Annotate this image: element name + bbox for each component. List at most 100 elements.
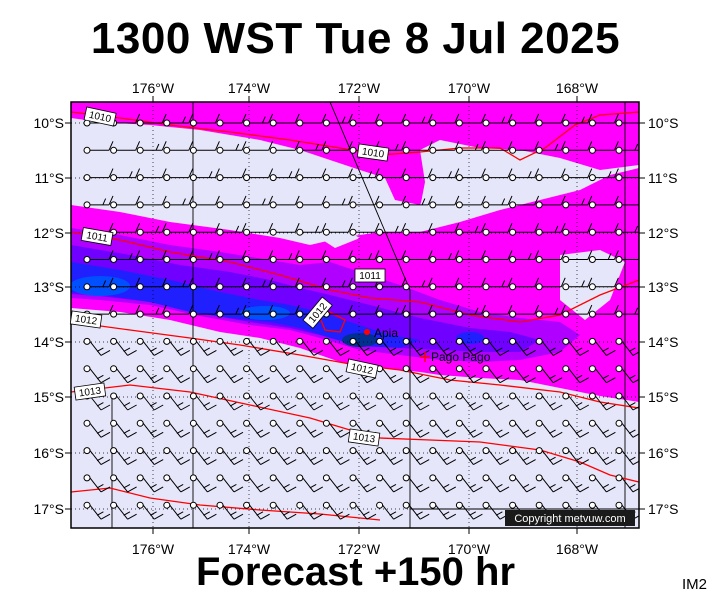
wind-barb (376, 250, 407, 263)
wind-barb (296, 365, 324, 384)
wind-barb (136, 277, 167, 291)
lon-label-top-170w: 170°W (448, 80, 491, 96)
wind-barb (296, 141, 327, 154)
wind-barb (110, 168, 141, 182)
axis-ticks (65, 96, 645, 534)
wind-barb (216, 392, 244, 411)
wind-barb (269, 365, 297, 384)
wind-barb (402, 113, 433, 127)
wind-barb (189, 277, 220, 291)
wind-barb (615, 143, 639, 154)
wind-barb (110, 337, 137, 356)
wind-barb (83, 337, 111, 356)
wind-barb (322, 474, 350, 493)
wind-barb (110, 474, 137, 493)
wind-barb (562, 447, 590, 466)
wind-barb (136, 113, 167, 127)
wind-barb (189, 337, 217, 356)
wind-barb (562, 304, 593, 318)
wind-barb (216, 304, 247, 318)
isobar-label: 1010 (356, 143, 390, 162)
wind-barb (376, 419, 403, 438)
wind-barb (296, 113, 327, 127)
wind-barb (535, 447, 563, 466)
wind-barb (482, 365, 510, 384)
lat-label-right-11s: 11°S (648, 170, 677, 186)
wind-barb (216, 113, 247, 127)
wind-barb (216, 365, 244, 384)
wind-barb (615, 283, 639, 291)
wind-barb (615, 447, 639, 466)
wind-barb (296, 419, 324, 438)
wind-barb (455, 250, 486, 263)
wind-barb (615, 337, 639, 356)
wind-barb (136, 501, 164, 520)
wind-barb (189, 501, 217, 520)
wind-barb (269, 250, 300, 263)
wind-barb (455, 277, 486, 291)
copyright-box (505, 510, 635, 526)
wind-barb (296, 222, 327, 236)
wind-barb (216, 141, 247, 154)
pago-pago-label: Pago Pago (431, 350, 491, 364)
lon-label-bottom-170w: 170°W (448, 541, 491, 557)
wind-barb (509, 419, 536, 438)
wind-barb (509, 304, 540, 318)
wind-barb (216, 474, 244, 493)
wind-barb (482, 168, 513, 182)
wind-barb (163, 222, 194, 236)
wind-barb (349, 501, 377, 520)
wind-barb (615, 225, 639, 236)
svg-text:1011: 1011 (359, 271, 381, 282)
wind-barb (376, 337, 403, 356)
wind-barb (509, 474, 536, 493)
wind-barb (296, 337, 324, 356)
wind-barb (110, 304, 141, 318)
wind-barb (402, 222, 433, 236)
wind-barb (562, 392, 590, 411)
wind-barb (562, 141, 593, 154)
wind-barb (136, 392, 164, 411)
wind-barb (216, 195, 247, 209)
wind-barb (455, 168, 486, 182)
wind-barb (402, 474, 430, 493)
wind-barb (269, 113, 300, 127)
wind-barb (269, 419, 297, 438)
wind-barb (482, 419, 510, 438)
wind-barb (296, 392, 324, 411)
wind-barb (429, 250, 460, 263)
wind-barb (216, 168, 247, 182)
wind-barb (349, 447, 377, 466)
wind-barb (296, 250, 327, 263)
wind-barb (429, 222, 460, 236)
wind-barb (269, 277, 300, 291)
wind-barb (376, 277, 407, 291)
wind-barb (136, 474, 164, 493)
wind-barb (402, 501, 430, 520)
wind-barb (562, 250, 593, 263)
wind-barb (163, 337, 191, 356)
wind-barb (376, 113, 407, 127)
svg-text:1010: 1010 (361, 147, 385, 161)
wind-barb (509, 337, 536, 356)
wind-barb (163, 474, 191, 493)
wind-barb (509, 277, 540, 291)
wind-barb (562, 113, 593, 127)
wind-barb (588, 168, 619, 182)
wind-barb (189, 222, 220, 236)
wind-barb (482, 141, 513, 154)
wind-barb (269, 168, 300, 182)
isobar-label: 1011 (80, 227, 114, 246)
wind-barb (349, 304, 380, 318)
apia-label: Apia (374, 326, 398, 340)
wind-barb (189, 113, 220, 127)
wind-barb (482, 392, 510, 411)
wind-barb (269, 141, 300, 154)
svg-text:1011: 1011 (85, 230, 109, 245)
wind-barb (163, 392, 191, 411)
lat-label-right-13s: 13°S (648, 279, 679, 295)
wind-barb (429, 168, 460, 182)
wind-barb (615, 174, 639, 182)
lon-label-bottom-176w: 176°W (132, 541, 175, 557)
